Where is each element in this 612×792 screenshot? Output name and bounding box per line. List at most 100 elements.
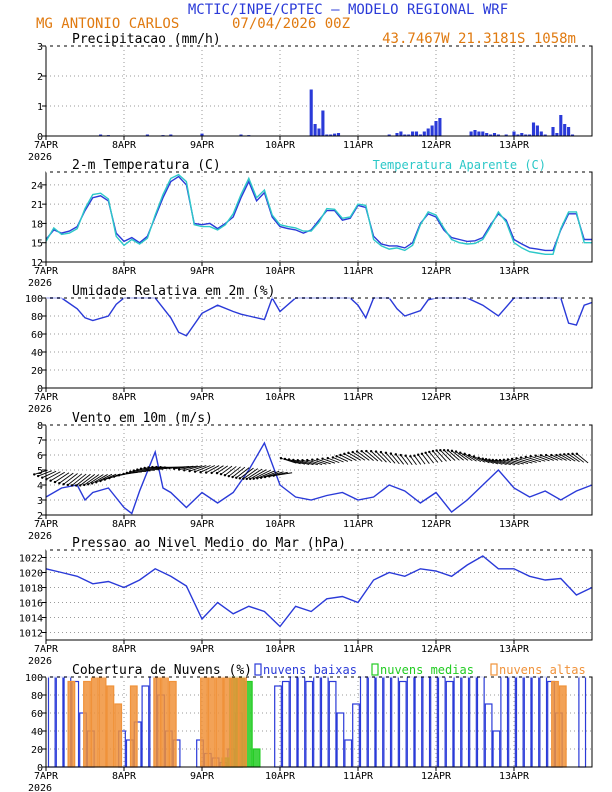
wind-arrow-head <box>575 452 579 455</box>
x-tick-label: 7APR <box>34 519 59 530</box>
wind-arrow <box>184 465 203 471</box>
wind-arrow <box>361 450 374 461</box>
wind-arrow-head <box>491 458 495 462</box>
panel-5: 1012 1014 1016 1018 1020 1022 7APR 8APR 9APR 10AP… <box>19 536 593 667</box>
wind-arrow <box>137 469 155 471</box>
wind-arrow-head <box>413 454 416 457</box>
wind-arrow-head <box>283 457 287 461</box>
wind-arrow-head <box>495 458 498 462</box>
wind-arrow-head <box>502 458 506 462</box>
wind-arrow <box>336 455 349 462</box>
wind-arrow <box>340 454 353 462</box>
precip-bar <box>489 134 493 136</box>
x-tick-label: 11APR <box>343 519 374 530</box>
cloud-bar <box>313 676 321 768</box>
wind-arrow <box>410 456 417 465</box>
wind-arrow <box>535 455 550 462</box>
wind-arrow-head <box>463 452 466 456</box>
wind-arrow <box>440 449 452 462</box>
wind-arrow-head <box>33 473 36 476</box>
cloud-bar <box>207 676 216 768</box>
wind-arrow-head <box>168 466 171 470</box>
wind-arrow <box>205 465 220 474</box>
wind-arrow <box>443 449 456 461</box>
wind-arrow-head <box>139 467 143 470</box>
wind-arrow-head <box>95 481 98 484</box>
wind-arrow-head <box>442 448 446 452</box>
wind-arrow <box>63 473 78 485</box>
wind-arrow-head <box>335 455 338 458</box>
wind-arrow <box>59 472 74 484</box>
precip-bar <box>325 134 329 136</box>
precip-bar <box>200 133 204 136</box>
cloud-bar <box>414 676 423 768</box>
wind-arrow <box>400 454 409 465</box>
wind-arrow-head <box>159 466 162 469</box>
precip-bar <box>438 118 442 136</box>
cloud-bar <box>328 680 337 768</box>
x-tick-label: 7APR <box>34 771 59 782</box>
precip-bar <box>496 134 500 136</box>
legend-label: nuvens medias <box>380 663 474 677</box>
wind-arrow-head <box>49 479 52 482</box>
y-tick-label: 3 <box>37 42 43 53</box>
x-tick-label: 10APR <box>265 771 296 782</box>
cloud-bar <box>90 676 99 768</box>
run-label: 07/04/2026 00Z <box>232 16 350 32</box>
cloud-bar <box>231 676 240 768</box>
x-tick-label: 11APR <box>343 140 374 151</box>
precip-bar <box>481 131 485 136</box>
wind-arrow <box>356 451 370 461</box>
wind-arrow-head <box>231 475 234 479</box>
y-tick-label: 0 <box>37 763 43 774</box>
y-tick-label: 21 <box>31 200 43 211</box>
wind-arrow <box>380 451 392 464</box>
wind-arrow-head <box>296 458 300 462</box>
legend-label: nuvens baixas <box>263 663 357 677</box>
wind-arrow-head <box>36 474 40 478</box>
wind-arrow <box>239 467 254 479</box>
precip-bar <box>570 134 575 136</box>
cloud-bar <box>336 712 345 768</box>
wind-arrow <box>516 457 533 464</box>
y-tick-label: 2 <box>37 72 43 83</box>
legend-swatch <box>254 663 262 676</box>
cloud-bar <box>252 748 261 768</box>
cloud-bar <box>114 703 123 768</box>
precip-bar <box>333 133 337 136</box>
cloud-bar <box>67 680 76 768</box>
wind-arrow <box>473 456 486 463</box>
wind-arrow-head <box>472 455 476 458</box>
y-tick-label: 24 <box>31 181 43 192</box>
y-tick-label: 20 <box>31 745 43 756</box>
y-tick-label: 40 <box>31 727 43 738</box>
wind-arrow <box>507 459 524 465</box>
wind-arrow <box>366 450 379 462</box>
y-tick-label: 1018 <box>19 584 43 595</box>
wind-arrow-head <box>409 455 412 458</box>
wind-arrow-head <box>555 453 558 457</box>
wind-arrow-head <box>177 468 181 471</box>
series-line <box>45 175 592 252</box>
x-year-label: 2026 <box>28 278 52 289</box>
wind-arrow <box>489 459 503 465</box>
precip-bar <box>321 110 325 136</box>
wind-arrow-head <box>439 449 442 452</box>
precip-bar <box>434 121 438 136</box>
precip-bar <box>145 134 149 136</box>
wind-arrow-head <box>515 457 518 460</box>
wind-arrow <box>317 458 331 465</box>
x-tick-label: 8APR <box>112 644 137 655</box>
wind-arrow-head <box>163 466 167 469</box>
cloud-bar <box>153 676 162 768</box>
y-tick-label: 7 <box>37 436 43 447</box>
wind-arrow <box>421 453 430 464</box>
wind-arrow <box>83 474 100 486</box>
precip-bar <box>422 131 426 136</box>
panel-frame <box>45 45 593 137</box>
precip-bar <box>395 133 399 136</box>
wind-arrow-head <box>235 476 238 479</box>
wind-arrow-head <box>529 455 532 458</box>
wind-arrow-head <box>321 457 324 460</box>
